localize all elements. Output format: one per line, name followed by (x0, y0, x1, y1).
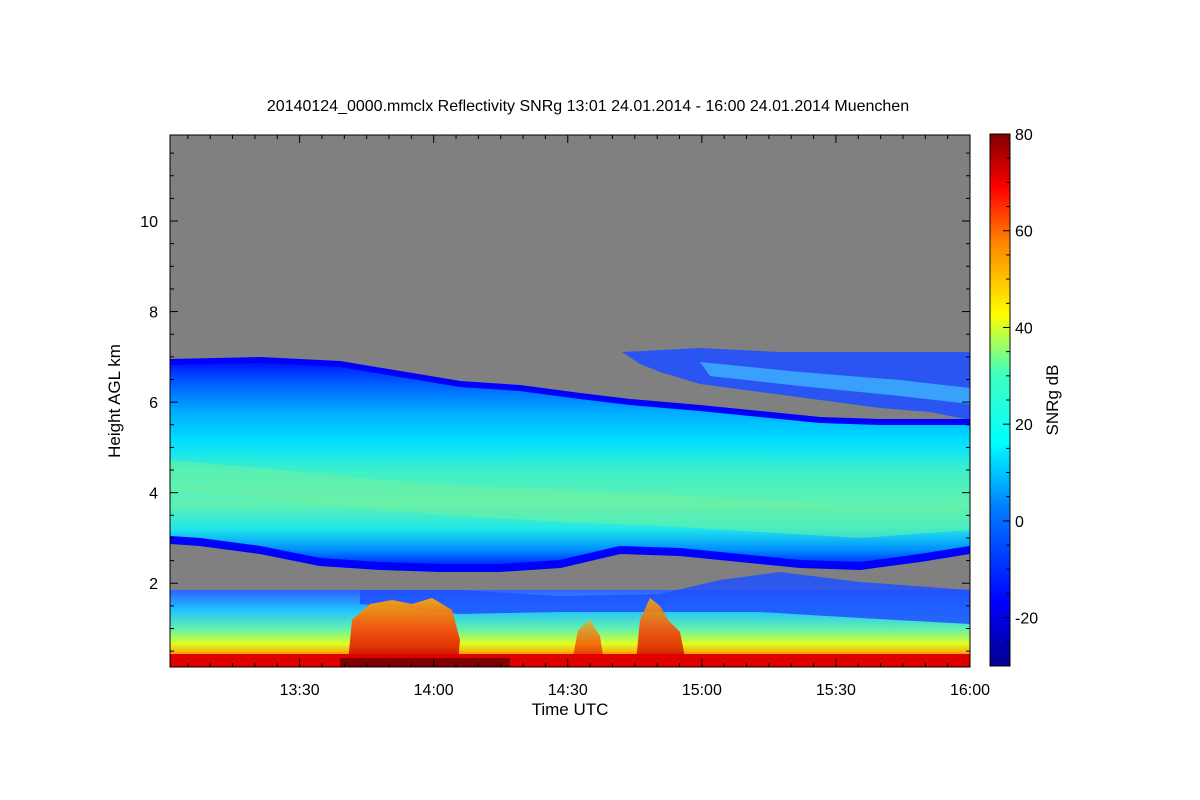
colorbar-tick-label: 80 (1015, 127, 1033, 144)
colorbar-tick-label: 0 (1015, 514, 1024, 531)
upper-cloud-top-edge (170, 356, 970, 425)
x-tick-label: 15:30 (816, 682, 856, 699)
x-tick-label: 14:30 (548, 682, 588, 699)
x-tick-label: 15:00 (682, 682, 722, 699)
y-tick-label: 4 (149, 486, 158, 503)
convective-cell (572, 620, 604, 662)
y-tick-label: 10 (140, 214, 158, 231)
y-tick-label: 2 (149, 576, 158, 593)
upper-streak-highlight (700, 362, 970, 404)
x-tick-label: 16:00 (950, 682, 990, 699)
y-tick-label: 6 (149, 395, 158, 412)
colorbar-tick-label: -20 (1015, 611, 1038, 628)
colorbar-label: SNRg dB (1043, 365, 1062, 436)
colorbar-tick-label: 60 (1015, 224, 1033, 241)
y-axis-label: Height AGL km (105, 344, 124, 458)
colorbar-tick-label: 20 (1015, 417, 1033, 434)
x-tick-label: 13:30 (280, 682, 320, 699)
colorbar-axis: -20 0 20 40 60 80 (1003, 127, 1038, 667)
upper-cloud-base-edge (170, 536, 970, 572)
chart-title: 20140124_0000.mmclx Reflectivity SNRg 13… (266, 98, 910, 115)
heatmap-field (170, 348, 970, 667)
boundary-layer-top (360, 572, 970, 624)
surface-echo (170, 654, 970, 667)
convective-cell (636, 598, 686, 662)
x-axis: 13:30 14:00 14:30 15:00 15:30 16:00 (187, 135, 990, 699)
y-tick-label: 8 (149, 305, 158, 322)
upper-cloud-core (170, 460, 970, 538)
x-axis-label: Time UTC (532, 700, 609, 719)
convective-cell (348, 598, 460, 662)
plot-frame (169, 134, 971, 668)
y-axis: 2 4 6 8 10 (140, 152, 970, 652)
colorbar-tick-label: 40 (1015, 320, 1033, 337)
surface-echo-core (340, 658, 510, 667)
x-tick-label: 14:00 (414, 682, 454, 699)
